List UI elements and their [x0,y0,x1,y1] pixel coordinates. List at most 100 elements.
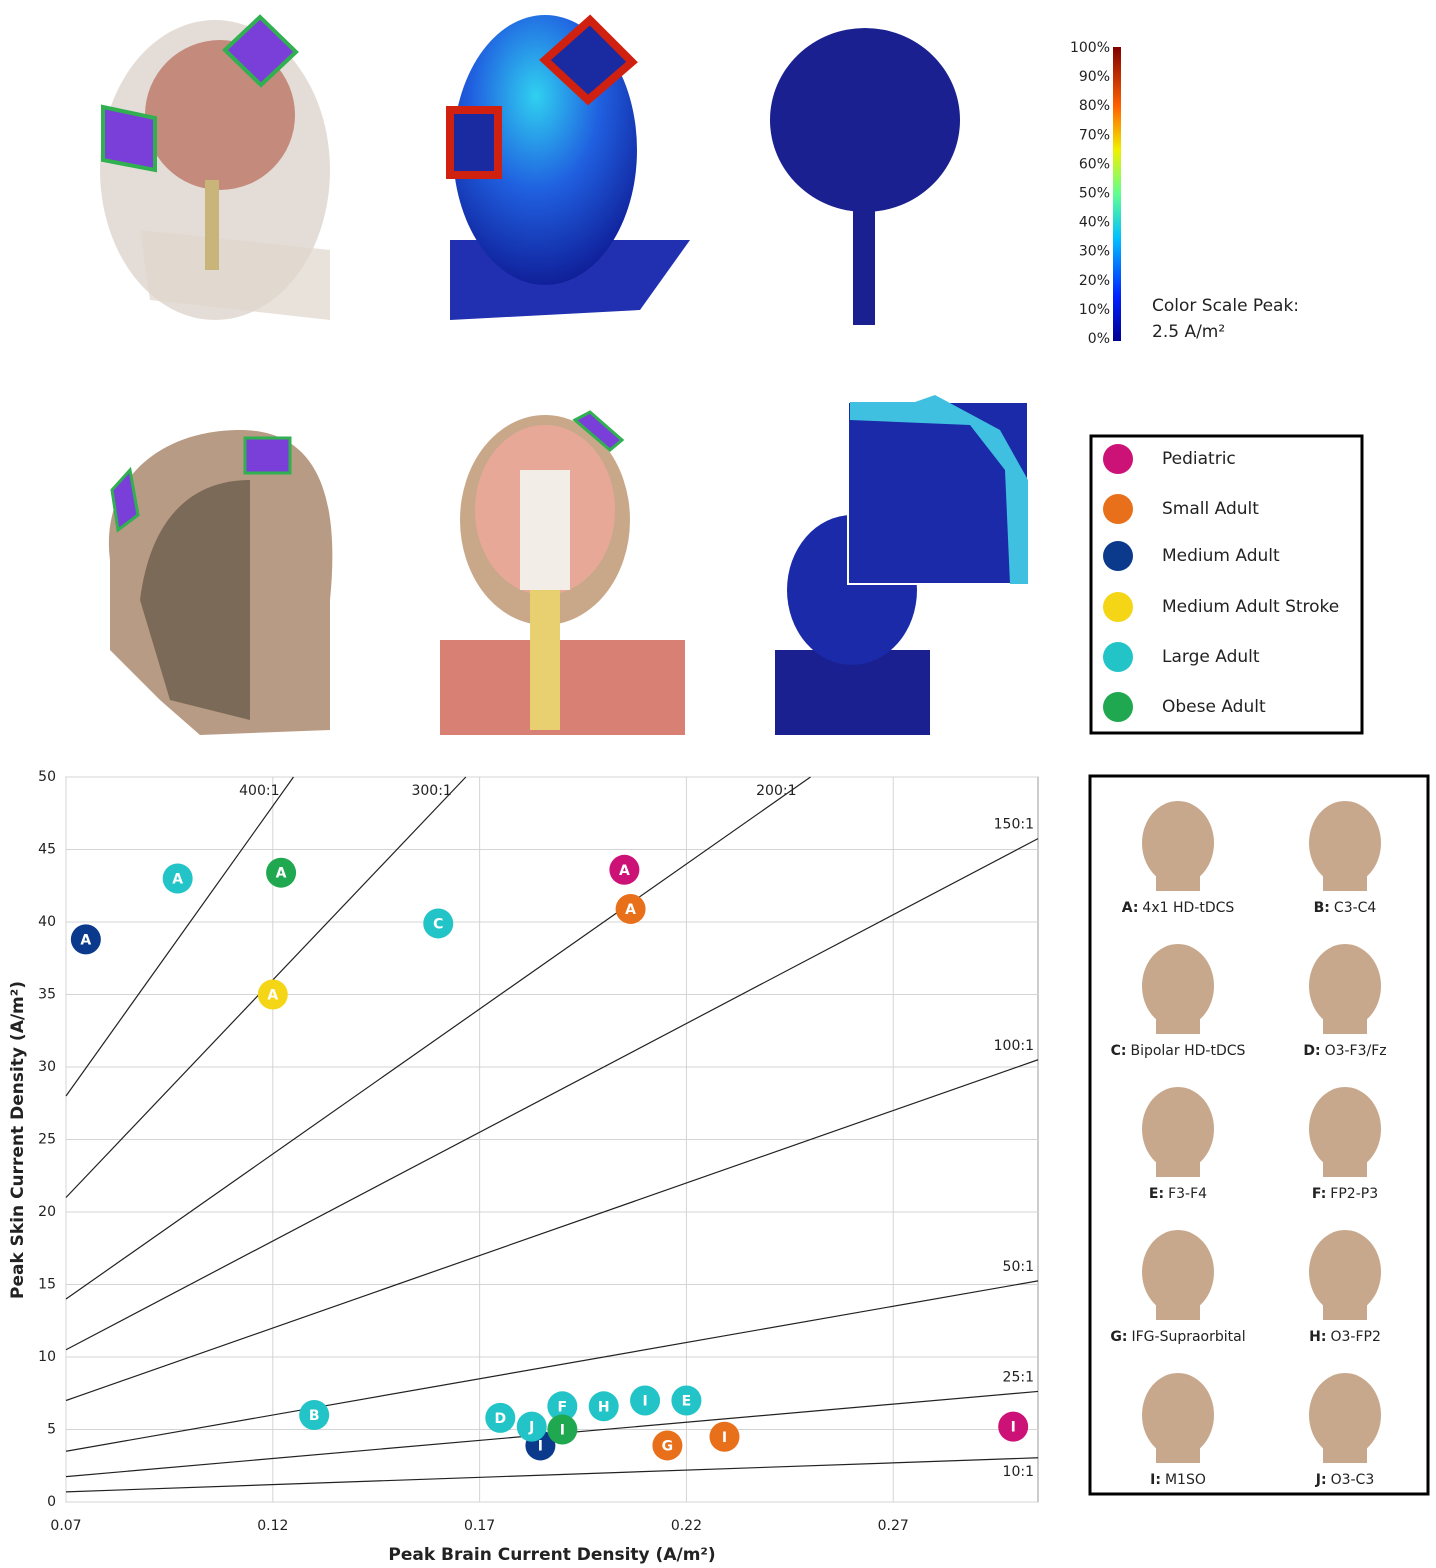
y-tick-label: 50 [38,769,56,785]
montage-label: F:FP2-P3 [1312,1186,1378,1202]
render-skin-field [450,15,690,320]
montage-neck [1323,873,1367,891]
montage-head [1142,1230,1214,1314]
montage-neck [1156,873,1200,891]
render-brain-field [770,28,960,325]
montage-head [1309,801,1381,885]
legend-marker [1103,494,1133,524]
legend-marker [1103,444,1133,474]
montage-label: H:O3-FP2 [1309,1329,1381,1345]
montage-letter: G: [1110,1329,1127,1345]
montage-label: B:C3-C4 [1314,900,1377,916]
point-label: A [172,872,183,888]
y-tick-label: 25 [38,1132,56,1148]
montage-name: 4x1 HD-tDCS [1142,900,1234,916]
point-label: A [276,866,287,882]
montage-name: M1SO [1165,1472,1206,1488]
y-tick-label: 5 [47,1422,56,1438]
montage-letter: B: [1314,900,1330,916]
montage-letter: I: [1150,1472,1161,1488]
point-label: A [619,863,630,879]
montage-neck [1156,1445,1200,1463]
montage-name: IFG-Supraorbital [1131,1329,1245,1345]
montage-letter: D: [1303,1043,1320,1059]
y-tick-label: 30 [38,1059,56,1075]
x-tick-label: 0.12 [257,1518,288,1534]
colorbar-tick-label: 50% [1079,186,1110,202]
montage-head [1309,1230,1381,1314]
montage-label: G:IFG-Supraorbital [1110,1329,1245,1345]
montage-neck [1156,1302,1200,1320]
y-tick-label: 15 [38,1277,56,1293]
legend-marker [1103,642,1133,672]
montage-neck [1323,1445,1367,1463]
legend-label: Large Adult [1162,647,1260,667]
point-label: C [433,916,443,932]
colorbar-tick-label: 0% [1088,331,1110,347]
point-label: D [494,1411,506,1427]
x-axis-label: Peak Brain Current Density (A/m²) [388,1545,715,1565]
point-label: A [80,932,91,948]
colorbar-tick-label: 80% [1079,98,1110,114]
colorbar-tick-label: 60% [1079,156,1110,172]
point-label: E [682,1394,692,1410]
ratio-line [66,777,811,1299]
montage-label: E:F3-F4 [1149,1186,1207,1202]
legend-label: Medium Adult [1162,546,1280,566]
montage-letter: C: [1111,1043,1127,1059]
montage-head [1142,1373,1214,1457]
point-label: B [309,1408,320,1424]
legend-box [1091,436,1362,733]
y-tick-label: 40 [38,914,56,930]
colorbar-peak-label: Color Scale Peak: [1152,296,1299,316]
x-tick-label: 0.27 [878,1518,909,1534]
montage-head [1142,801,1214,885]
montage-neck [1156,1159,1200,1177]
colorbar-peak-value: 2.5 A/m² [1152,322,1225,342]
point-label: J [528,1420,534,1436]
point-label: I [1011,1420,1016,1436]
x-tick-label: 0.22 [671,1518,702,1534]
legend-label: Medium Adult Stroke [1162,597,1339,617]
montage-label: A:4x1 HD-tDCS [1122,900,1235,916]
figure: PediatricSmall AdultMedium AdultMedium A… [0,0,1436,1568]
colorbar-tick-label: 70% [1079,127,1110,143]
point-label: A [625,902,636,918]
montage-neck [1156,1016,1200,1034]
montage-letter: H: [1309,1329,1326,1345]
ratio-label: 300:1 [411,783,451,799]
montage-label: J:O3-C3 [1315,1472,1374,1488]
y-axis-label: Peak Skin Current Density (A/m²) [8,981,28,1299]
legend-marker [1103,592,1133,622]
ratio-label: 100:1 [994,1038,1034,1054]
montage-name: Bipolar HD-tDCS [1130,1043,1245,1059]
ratio-label: 25:1 [1003,1369,1034,1385]
montage-neck [1323,1302,1367,1320]
render-coronal-cut [440,412,685,735]
legend-label: Obese Adult [1162,697,1266,717]
legend-label: Pediatric [1162,449,1236,469]
x-tick-label: 0.07 [50,1518,81,1534]
legend-marker [1103,692,1133,722]
y-tick-label: 20 [38,1204,56,1220]
montage-label: I:M1SO [1150,1472,1206,1488]
point-label: A [267,988,278,1004]
colorbar-tick-label: 100% [1070,40,1110,56]
ratio-line [66,1458,1038,1492]
point-label: G [662,1438,674,1454]
montage-name: FP2-P3 [1330,1186,1378,1202]
montage-label: D:O3-F3/Fz [1303,1043,1386,1059]
colorbar [1113,47,1121,341]
ratio-label: 50:1 [1003,1259,1034,1275]
colorbar-tick-label: 10% [1079,302,1110,318]
point-label: I [642,1394,647,1410]
montage-head [1142,944,1214,1028]
point-label: H [598,1399,610,1415]
ratio-line [66,839,1038,1350]
montage-head [1309,944,1381,1028]
montage-letter: A: [1122,900,1139,916]
ratio-label: 10:1 [1003,1464,1034,1480]
point-label: I [722,1430,727,1446]
montage-letter: E: [1149,1186,1164,1202]
